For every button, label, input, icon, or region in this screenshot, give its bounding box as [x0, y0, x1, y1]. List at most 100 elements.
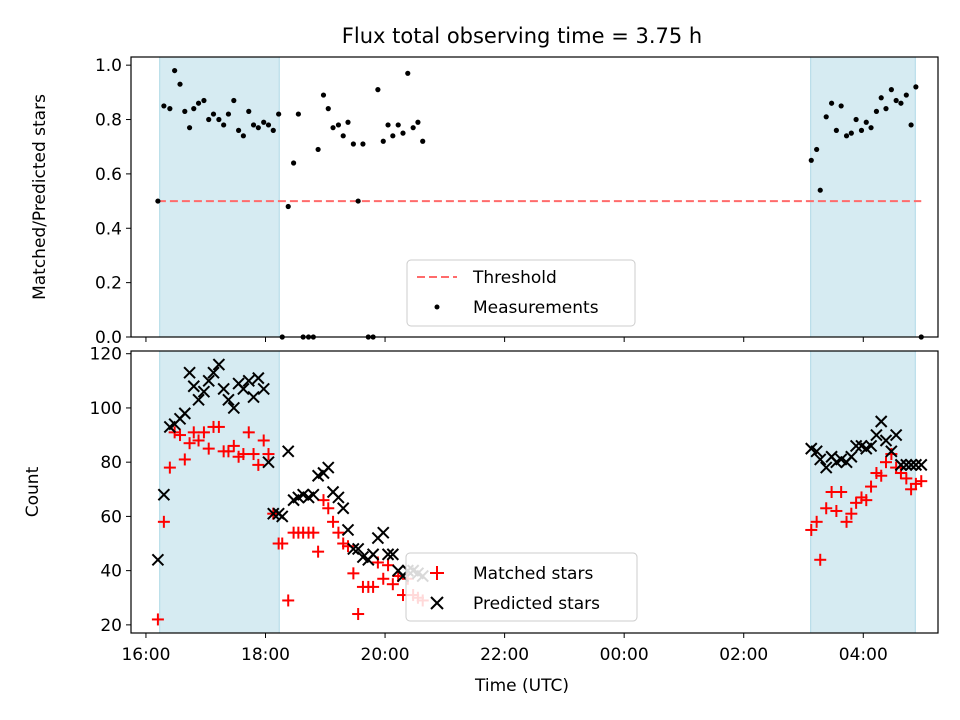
measurement-point	[345, 119, 351, 125]
measurement-point	[265, 122, 272, 128]
x-tick-label: 04:00	[839, 645, 888, 665]
matched-star-marker	[835, 486, 848, 498]
matched-star-marker	[257, 434, 270, 447]
predicted-star-marker	[247, 390, 260, 404]
top-observing-window-1	[159, 56, 280, 338]
measurement-point	[893, 97, 899, 104]
predicted-star-marker	[351, 542, 365, 556]
top-y-tick-label: 0.4	[95, 219, 122, 239]
matched-star-marker	[187, 426, 200, 439]
ratio-panel: 0.0 0.2 0.4 0.6 0.8 1.0 Matched/Predicted sta…	[30, 56, 939, 348]
measurement-point	[350, 141, 356, 147]
matched-star-marker	[312, 545, 325, 558]
measurement-point	[415, 119, 421, 125]
predicted-legend-swatch	[430, 596, 444, 610]
predicted-star-marker	[252, 371, 265, 385]
measurements-legend-swatch	[434, 304, 440, 310]
matched-star-marker	[192, 434, 205, 447]
x-axis-label: Time (UTC)	[474, 676, 569, 696]
bot-y-tick-label: 120	[90, 345, 122, 365]
measurement-point	[863, 119, 869, 125]
measurement-point	[186, 125, 193, 131]
count-panel-frame	[130, 350, 939, 634]
matched-legend-swatch	[430, 566, 444, 580]
matched-star-marker	[163, 461, 176, 474]
x-tick-label: 18:00	[241, 645, 290, 665]
predicted-star-marker	[187, 380, 200, 393]
matched-star-marker	[879, 456, 892, 469]
matched-star-marker	[900, 472, 913, 485]
measurement-point	[400, 130, 406, 136]
measurement-point	[270, 127, 276, 133]
matched-star-marker	[262, 448, 275, 461]
matched-star-marker	[909, 477, 922, 490]
measurement-point	[823, 114, 829, 120]
bot-observing-window-1	[159, 350, 280, 634]
predicted-star-marker	[262, 455, 275, 469]
measurement-point	[420, 138, 426, 144]
top-y-tick-label: 0.0	[95, 328, 122, 348]
measurement-point	[285, 203, 291, 210]
matched-star-marker	[875, 469, 888, 482]
measurement-point	[868, 125, 874, 131]
measurement-point	[878, 95, 884, 101]
predicted-star-marker	[307, 488, 320, 501]
measurement-point	[913, 84, 919, 90]
predicted-star-marker	[814, 453, 827, 466]
matched-star-marker	[382, 559, 395, 572]
matched-star-marker	[222, 445, 235, 458]
measurement-point	[908, 122, 914, 128]
x-tick-label: 20:00	[361, 645, 410, 665]
measurement-point	[843, 133, 850, 139]
matched-star-marker	[386, 578, 399, 591]
measurement-point	[225, 111, 232, 117]
matched-star-marker	[327, 515, 340, 528]
predicted-star-marker	[332, 491, 345, 504]
measurement-point	[161, 103, 167, 109]
predicted-star-marker	[202, 374, 215, 388]
predicted-star-marker	[875, 415, 888, 428]
top-y-tick-label: 0.2	[95, 274, 122, 294]
measurement-point	[236, 127, 242, 133]
predicted-legend-label: Predicted stars	[473, 594, 600, 614]
matched-star-marker	[352, 608, 365, 621]
predicted-star-marker	[915, 458, 928, 472]
predicted-star-marker	[242, 374, 255, 388]
measurement-point	[410, 125, 416, 131]
predicted-star-marker	[347, 542, 360, 556]
matched-star-marker	[860, 494, 873, 507]
matched-star-marker	[850, 496, 863, 509]
measurement-point	[873, 108, 880, 114]
measurement-point	[828, 100, 835, 106]
predicted-star-marker	[197, 385, 211, 398]
top-y-tick-label: 0.8	[95, 111, 122, 131]
measurement-point	[330, 125, 336, 131]
predicted-star-marker	[889, 428, 903, 442]
predicted-star-marker	[366, 548, 380, 561]
predicted-star-marker	[870, 428, 883, 442]
matched-star-marker	[367, 580, 380, 593]
matched-star-marker	[322, 502, 335, 515]
predicted-star-marker	[377, 526, 390, 539]
measurement-point	[903, 92, 909, 98]
measurement-point	[808, 157, 814, 163]
ratio-legend: Threshold Measurements	[406, 259, 636, 327]
predicted-star-marker	[900, 458, 913, 472]
predicted-star-marker	[341, 523, 355, 537]
predicted-star-marker	[151, 553, 165, 566]
measurement-point	[231, 97, 237, 104]
matched-star-marker	[197, 426, 210, 439]
predicted-star-marker	[885, 445, 898, 458]
predicted-star-marker	[894, 458, 908, 472]
measurement-point	[853, 116, 859, 123]
matched-star-marker	[227, 439, 240, 452]
ratio-y-axis-label: Matched/Predicted stars	[30, 94, 50, 300]
measurement-point	[210, 111, 217, 117]
predicted-star-marker	[337, 502, 350, 515]
matched-star-marker	[252, 458, 265, 471]
predicted-star-marker	[820, 461, 833, 474]
measurement-point	[240, 133, 246, 139]
predicted-star-marker	[909, 458, 923, 472]
ratio-panel-frame	[130, 56, 939, 338]
measurement-point	[405, 70, 411, 76]
